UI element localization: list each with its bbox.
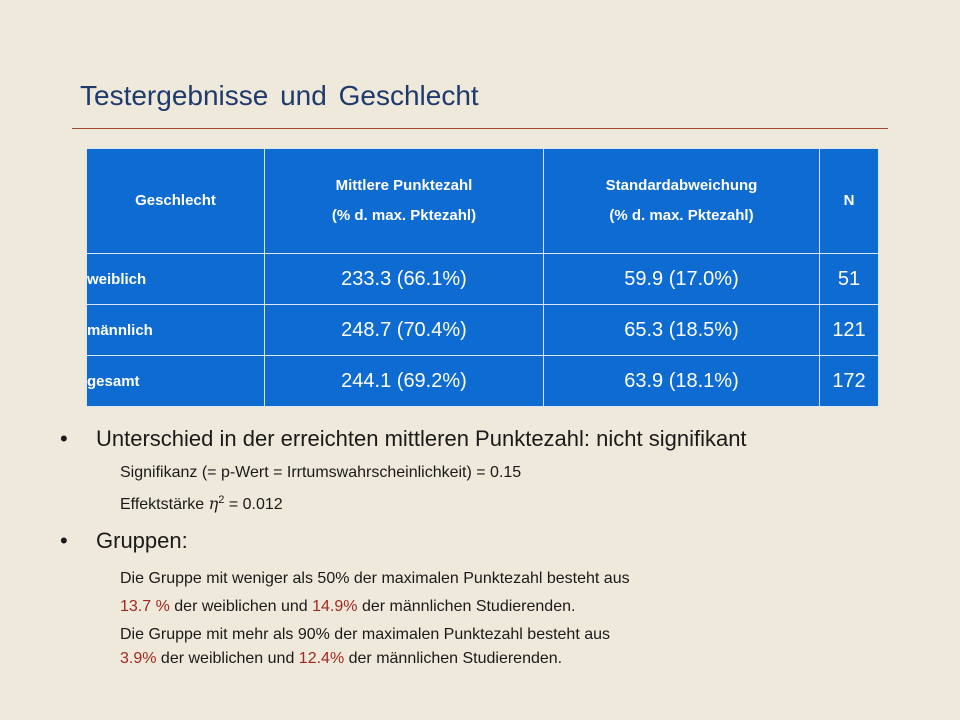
effect-size-line: Effektstärke η2 = 0.012 — [120, 494, 283, 514]
n-cell: 51 — [819, 253, 879, 305]
significance-line: Signifikanz (= p-Wert = Irrtumswahrschei… — [120, 464, 522, 481]
eta-symbol: η — [208, 494, 219, 513]
effect-label: Effektstärke — [120, 496, 205, 513]
header-n: N — [819, 148, 879, 254]
eta-exponent: 2 — [218, 494, 225, 506]
group1-line2: 13.7 % der weiblichen und 14.9% der männ… — [120, 598, 575, 616]
n-cell: 172 — [819, 355, 879, 407]
text: der männlichen Studierenden. — [361, 598, 576, 615]
row-label: weiblich — [86, 253, 265, 305]
sd-cell: 59.9 (17.0%) — [543, 253, 820, 305]
table-row: männlich 248.7 (70.4%) 65.3 (18.5%) 121 — [86, 304, 879, 356]
group2-line1: Die Gruppe mit mehr als 90% der maximale… — [120, 626, 611, 643]
group2-line2: 3.9% der weiblichen und 12.4% der männli… — [120, 650, 562, 668]
bullet-marker: • — [60, 528, 68, 553]
mean-cell: 244.1 (69.2%) — [264, 355, 544, 407]
text: der weiblichen und — [160, 650, 295, 667]
sd-cell: 63.9 (18.1%) — [543, 355, 820, 407]
header-geschlecht: Geschlecht — [86, 148, 265, 254]
table-row: weiblich 233.3 (66.1%) 59.9 (17.0%) 51 — [86, 253, 879, 305]
text: der weiblichen und — [174, 598, 308, 615]
n-cell: 121 — [819, 304, 879, 356]
slide-title: Testergebnisse und Geschlecht — [80, 80, 479, 111]
bullet-text: Gruppen: — [96, 528, 188, 553]
text: der männlichen Studierenden. — [348, 650, 563, 667]
pct-male: 14.9% — [312, 598, 358, 615]
pct-male: 12.4% — [298, 650, 345, 667]
results-table: Geschlecht Mittlere Punktezahl (% d. max.… — [86, 148, 879, 407]
title-divider — [72, 128, 888, 129]
header-mittlere-punktezahl: Mittlere Punktezahl (% d. max. Pktezahl) — [264, 148, 544, 254]
group1-line1: Die Gruppe mit weniger als 50% der maxim… — [120, 570, 630, 587]
pct-female: 13.7 % — [120, 598, 170, 615]
bullet-significance: • Unterschied in der erreichten mittlere… — [60, 426, 747, 452]
table-row: gesamt 244.1 (69.2%) 63.9 (18.1%) 172 — [86, 355, 879, 407]
mean-cell: 248.7 (70.4%) — [264, 304, 544, 356]
header-standardabweichung: Standardabweichung (% d. max. Pktezahl) — [543, 148, 820, 254]
effect-value: = 0.012 — [228, 496, 283, 513]
row-label: männlich — [86, 304, 265, 356]
sd-cell: 65.3 (18.5%) — [543, 304, 820, 356]
mean-cell: 233.3 (66.1%) — [264, 253, 544, 305]
table-header-row: Geschlecht Mittlere Punktezahl (% d. max.… — [86, 148, 879, 254]
bullet-marker: • — [60, 426, 68, 451]
pct-female: 3.9% — [120, 650, 157, 667]
bullet-groups: • Gruppen: — [60, 528, 188, 554]
row-label: gesamt — [86, 355, 265, 407]
bullet-text: Unterschied in der erreichten mittleren … — [96, 426, 747, 451]
